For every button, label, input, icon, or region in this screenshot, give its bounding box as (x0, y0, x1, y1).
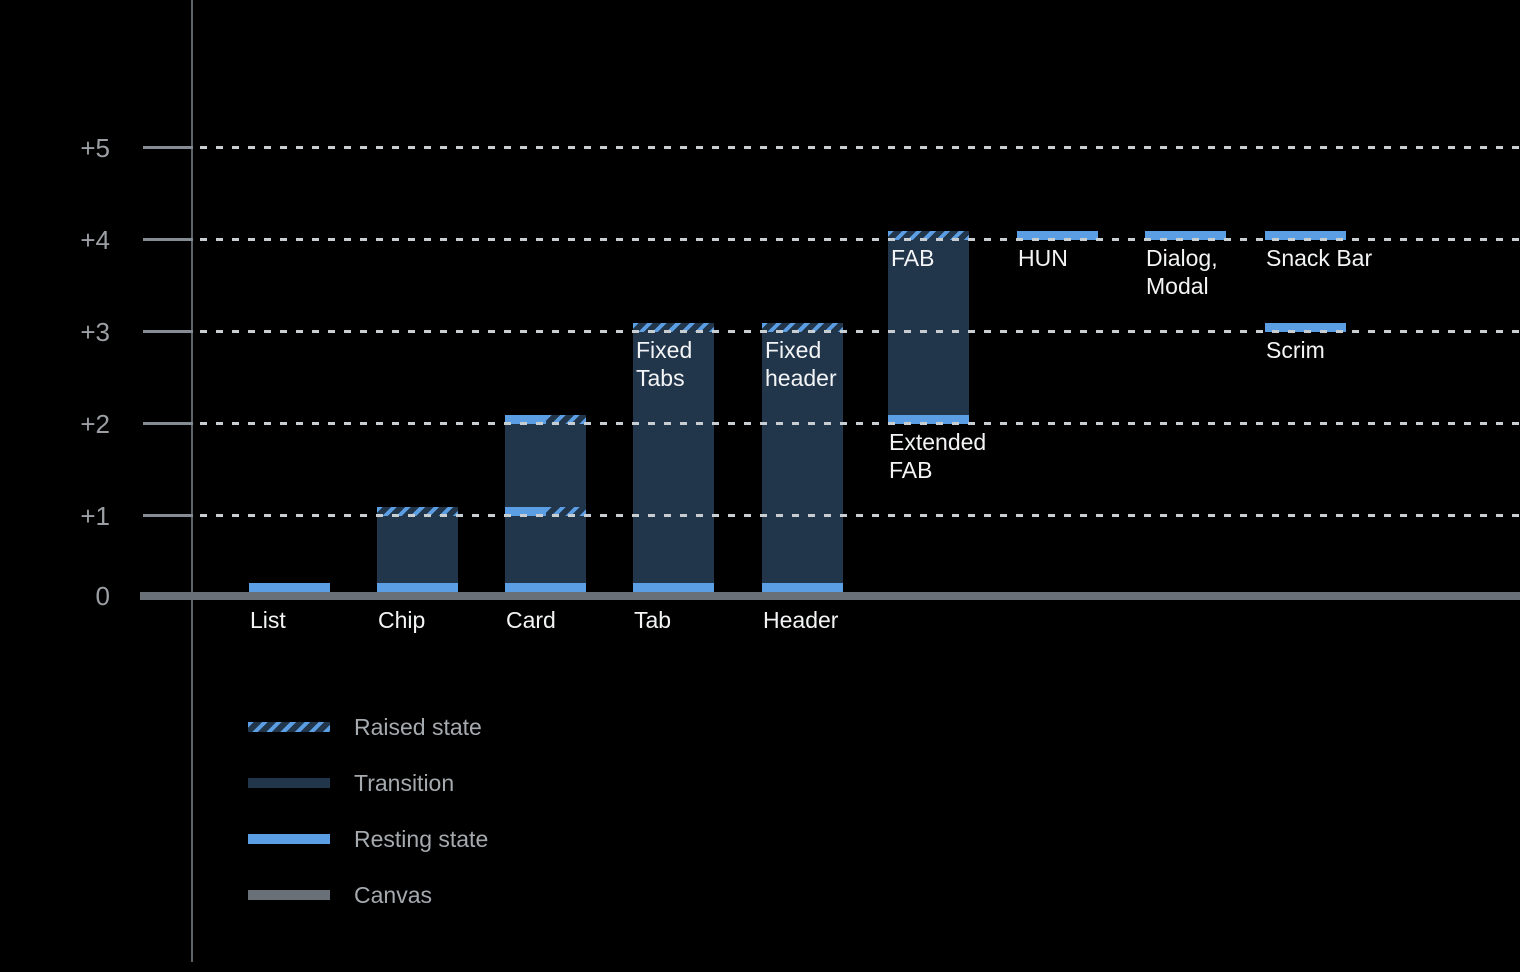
legend-item-transition: Transition (248, 755, 488, 811)
legend: Raised state Transition Resting state Ca… (248, 699, 488, 923)
bar-fab-raised (888, 231, 969, 240)
bar-label-tab: Tab (634, 607, 672, 633)
legend-item-resting-state: Resting state (248, 811, 488, 867)
y-axis-label-+1: +1 (80, 501, 110, 531)
resting-state-swatch (248, 834, 330, 844)
bar-scrim-resting (1265, 323, 1346, 332)
grid-line-+1 (200, 514, 1520, 517)
bar-chip-transition (377, 516, 458, 583)
bar-card-resting-raised-raised-half (545, 415, 586, 424)
bar-tab-raised (633, 323, 714, 332)
legend-label-canvas: Canvas (354, 882, 432, 908)
bar-header-raised (762, 323, 843, 332)
bar-card-resting (505, 583, 586, 592)
y-tick-+3 (143, 330, 193, 333)
bar-label-dialog-modal: Dialog, Modal (1146, 245, 1218, 299)
legend-label-raised-state: Raised state (354, 714, 482, 740)
bar-card-transition (505, 424, 586, 583)
bar-label-scrim: Scrim (1266, 337, 1325, 363)
bar-label-chip: Chip (378, 607, 426, 633)
legend-item-canvas: Canvas (248, 867, 488, 923)
bar-chip-raised (377, 507, 458, 516)
transition-swatch (248, 778, 330, 788)
bar-label-hun: HUN (1018, 245, 1068, 271)
canvas-swatch (248, 890, 330, 900)
legend-label-transition: Transition (354, 770, 455, 796)
bar-card-resting-raised-raised-half (545, 507, 586, 516)
bar-header-resting (762, 583, 843, 592)
bar-header-transition (762, 332, 843, 583)
bar-fab-transition (888, 240, 969, 415)
bar-label-header: Header (763, 607, 839, 633)
bar-tab-resting (633, 583, 714, 592)
grid-line-+3 (200, 330, 1520, 333)
bar-card-resting-raised (505, 415, 586, 424)
y-tick-+2 (143, 422, 193, 425)
grid-line-+4 (200, 238, 1520, 241)
bar-label-fab: Extended FAB (889, 429, 987, 483)
y-axis-label-0: 0 (95, 581, 110, 611)
bar-inner-label-fab: FAB (891, 245, 935, 271)
bar-inner-label-header: Fixed header (765, 337, 837, 391)
y-axis-line (191, 0, 193, 962)
y-axis-label-+4: +4 (80, 225, 110, 255)
y-axis-label-+5: +5 (80, 133, 110, 163)
y-tick-+1 (143, 514, 193, 517)
bar-label-snack-bar: Snack Bar (1266, 245, 1373, 271)
grid-line-+2 (200, 422, 1520, 425)
bar-tab-transition (633, 332, 714, 583)
legend-label-resting-state: Resting state (354, 826, 489, 852)
bar-card-resting-raised (505, 507, 586, 516)
bar-snack-bar-resting (1265, 231, 1346, 240)
bar-label-card: Card (506, 607, 556, 633)
y-axis-label-+2: +2 (80, 409, 110, 439)
canvas-zero-line (140, 592, 1520, 600)
bar-inner-label-tab: Fixed Tabs (636, 337, 693, 391)
bar-dialog-modal-resting (1145, 231, 1226, 240)
bar-card-resting-raised-resting-half (505, 415, 546, 424)
grid-line-+5 (200, 146, 1520, 149)
raised-state-swatch (248, 722, 330, 732)
y-tick-+4 (143, 238, 193, 241)
bar-fab-resting (888, 415, 969, 424)
legend-item-raised-state: Raised state (248, 699, 488, 755)
bar-chip-resting (377, 583, 458, 592)
bar-label-list: List (250, 607, 286, 633)
bar-card-resting-raised-resting-half (505, 507, 546, 516)
y-axis-label-+3: +3 (80, 317, 110, 347)
y-tick-+5 (143, 146, 193, 149)
bar-list-resting (249, 583, 330, 592)
bar-hun-resting (1017, 231, 1098, 240)
